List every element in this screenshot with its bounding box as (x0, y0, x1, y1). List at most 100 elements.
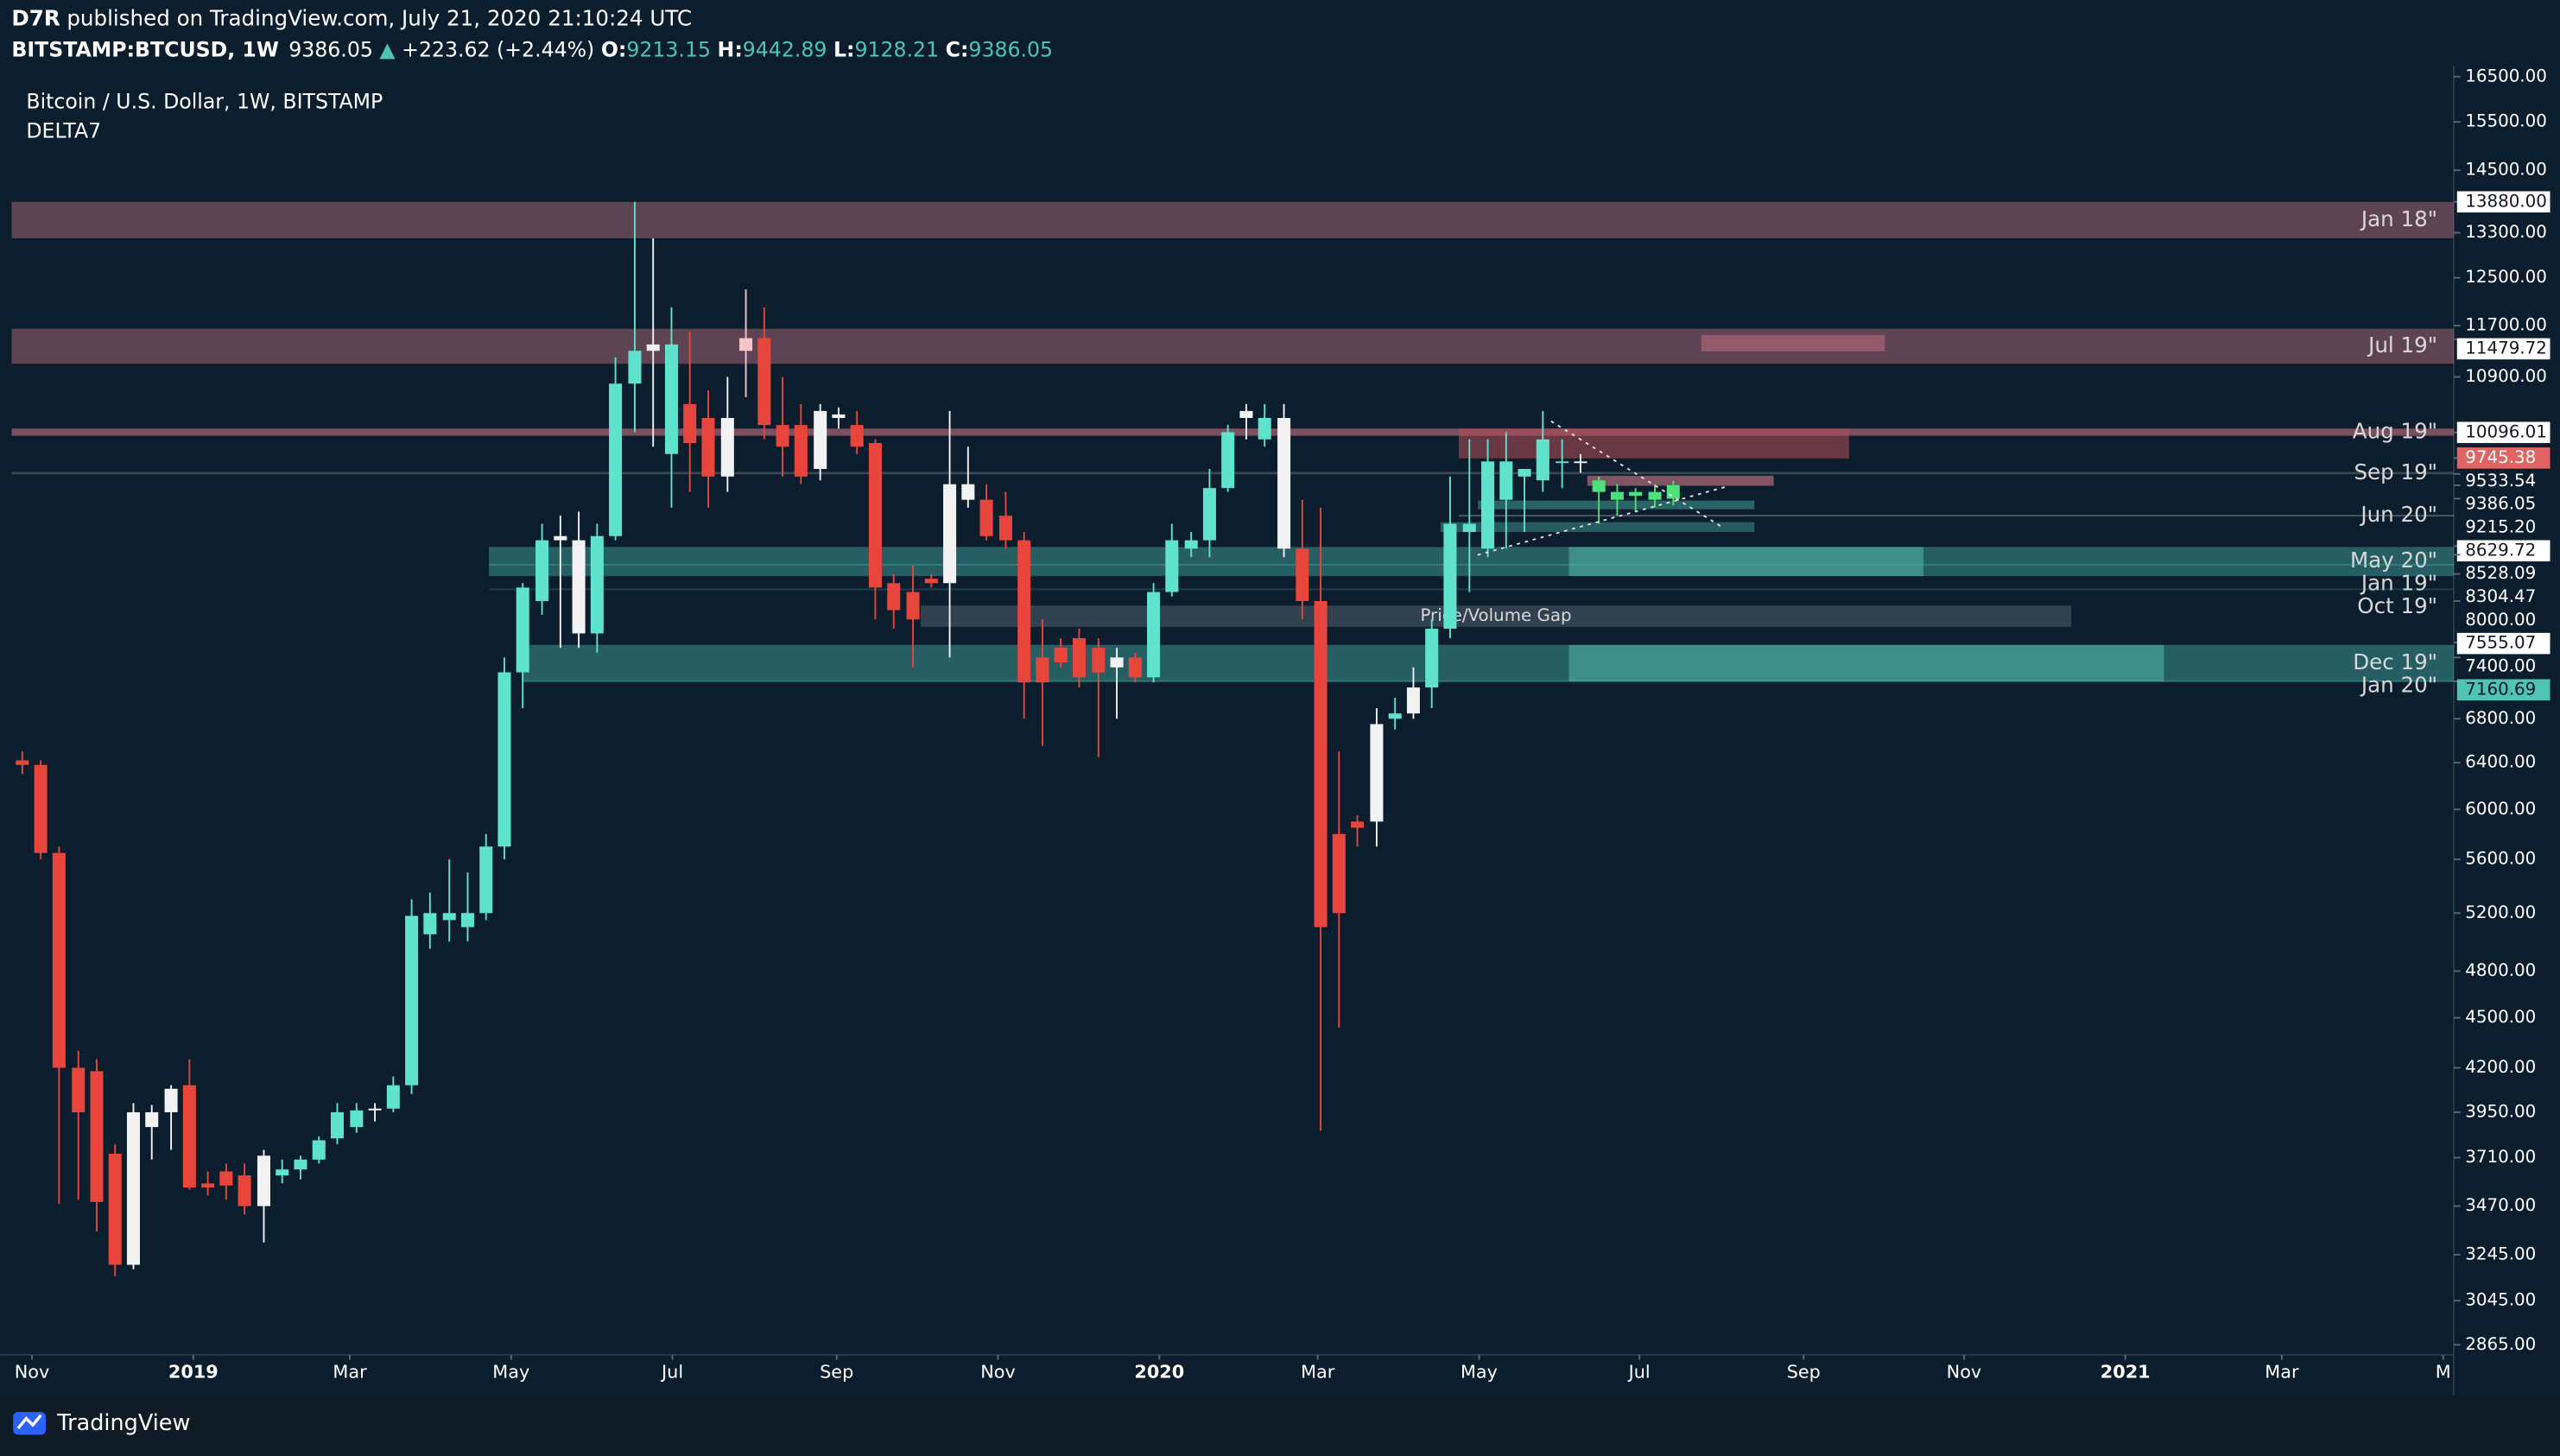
candle-body (1536, 439, 1549, 481)
candle-body (386, 1085, 400, 1109)
y-tick-label: 3245.00 (2465, 1244, 2536, 1263)
box (1458, 428, 1849, 459)
y-tick-label: 16500.00 (2465, 66, 2547, 85)
y-tick-label: 3470.00 (2465, 1195, 2536, 1215)
candle-body (90, 1071, 104, 1202)
candle-body (1425, 629, 1439, 688)
candle-body (979, 499, 993, 536)
x-tick-label: M (2436, 1362, 2451, 1383)
footer-bar (0, 1396, 2560, 1456)
price-tag-label: 10096.01 (2465, 421, 2547, 441)
candle-body (460, 913, 474, 927)
candle-body (1592, 480, 1606, 492)
candle-body (238, 1175, 251, 1206)
box (1701, 334, 1885, 352)
candle-body (554, 535, 567, 541)
zone-label: Aug 19" (2353, 418, 2437, 443)
candle-body (906, 592, 920, 620)
candle-body (664, 344, 678, 454)
candle-body (219, 1171, 233, 1186)
x-tick-label: Nov (980, 1362, 1016, 1383)
candle-body (794, 425, 808, 477)
candle-body (887, 583, 901, 611)
price-tag-label: 13880.00 (2465, 191, 2547, 211)
candle-body (312, 1140, 326, 1160)
candle-body (1202, 488, 1216, 541)
candle-body (590, 535, 604, 634)
candle-body (609, 383, 623, 536)
candle-body (126, 1111, 140, 1265)
x-tick-label: Mar (1301, 1362, 1335, 1383)
box (1440, 522, 1755, 533)
candle-body (1499, 461, 1513, 500)
candle-body (1258, 417, 1271, 440)
trendline (1477, 485, 1728, 556)
o-label: O: (601, 37, 627, 61)
zone (489, 564, 2455, 567)
x-tick-label: Sep (1787, 1362, 1821, 1383)
l-value: 9128.21 (854, 37, 939, 61)
candle-body (1036, 657, 1049, 683)
candle-body (850, 425, 864, 447)
y-tick-label: 3045.00 (2465, 1290, 2536, 1310)
price-tag-label: 9745.38 (2465, 447, 2536, 467)
y-tick-label: 5600.00 (2465, 849, 2536, 869)
candle-body (720, 417, 734, 477)
candle-body (442, 913, 456, 921)
candle-body (1221, 432, 1235, 489)
brand[interactable]: TradingView (13, 1410, 190, 1436)
y-tick-label: 12500.00 (2465, 267, 2547, 287)
author: D7R (11, 6, 60, 31)
x-tick-label: Jul (660, 1362, 683, 1383)
candle-body (701, 417, 715, 477)
indicator-name: DELTA7 (26, 119, 101, 143)
published: published on TradingView.com, July 21, 2… (67, 6, 692, 31)
c-label: C: (946, 37, 969, 61)
price-tag-label: 9533.54 (2465, 471, 2536, 491)
x-tick-label: 2021 (2101, 1362, 2151, 1383)
zone-label: Jan 19" (2360, 571, 2437, 596)
candle-body (1184, 540, 1198, 549)
candle-body (1351, 821, 1365, 828)
y-tick-label: 3710.00 (2465, 1147, 2536, 1167)
candle-body (1666, 484, 1680, 499)
x-axis: Nov 2019 Mar May Jul Sep Nov 2020 Mar May Jul Sep No… (15, 1354, 2451, 1383)
candle-body (628, 351, 642, 384)
brand-logo-mark (16, 1414, 42, 1429)
candle-body (1072, 637, 1086, 678)
candle-body (1370, 724, 1384, 822)
zone-label: Jul 19" (2367, 332, 2437, 358)
candle-body (1332, 833, 1346, 914)
y-tick-label: 11700.00 (2465, 315, 2547, 335)
price-tag-label: 8528.09 (2465, 563, 2536, 583)
candle-body (1314, 600, 1328, 927)
candle-body (1110, 657, 1124, 668)
change: +223.62 (+2.44%) (402, 37, 594, 61)
zone-label: Jan 20" (2360, 672, 2437, 697)
candle-body (1648, 491, 1662, 500)
header-line: D7R published on TradingView.com, July 21… (11, 6, 692, 31)
y-tick-label: 14500.00 (2465, 160, 2547, 180)
candle-body (1017, 540, 1031, 683)
y-tick-label: 6800.00 (2465, 708, 2536, 728)
candle-body (257, 1155, 270, 1206)
candle-body (182, 1085, 196, 1188)
y-tick-label: 7400.00 (2465, 655, 2536, 675)
y-tick-label: 4500.00 (2465, 1007, 2536, 1027)
x-tick-label: Nov (1947, 1362, 1982, 1383)
price-tag-box (2456, 447, 2550, 469)
y-tick-label: 4200.00 (2465, 1057, 2536, 1077)
candle-body (1165, 540, 1179, 592)
symbol: BITSTAMP:BTCUSD, 1W (11, 37, 279, 61)
x-tick-label: Jul (1627, 1362, 1651, 1383)
candle-body (423, 913, 437, 934)
candle-body (52, 852, 66, 1068)
candle-body (924, 579, 938, 584)
price-tag-box (2456, 191, 2550, 213)
candle-body (34, 764, 48, 853)
price-tag-box (2456, 632, 2550, 655)
symbol-line: BITSTAMP:BTCUSD, 1W 9386.05 ▲ +223.62 (+2.4… (11, 37, 1053, 61)
candle-body (572, 540, 586, 634)
candle-body (1556, 461, 1569, 464)
y-tick-label: 4800.00 (2465, 960, 2536, 980)
